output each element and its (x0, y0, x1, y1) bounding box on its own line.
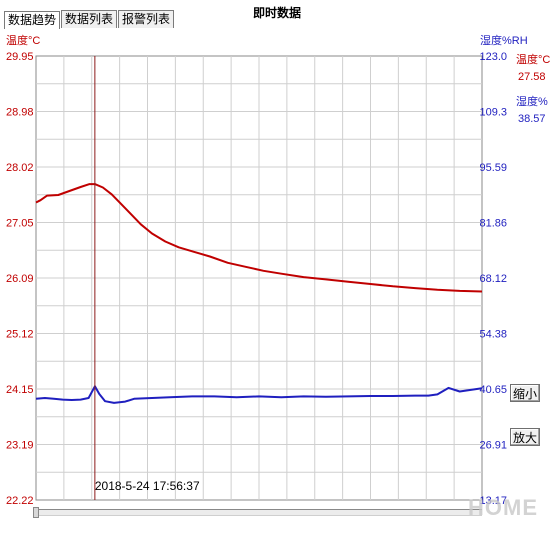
right-tick-label: 40.65 (479, 384, 507, 396)
left-tick-label: 28.02 (6, 162, 34, 174)
legend-value: 38.57 (518, 113, 546, 125)
zoom-in-button[interactable]: 放大 (510, 428, 540, 446)
legend-value: 27.58 (518, 71, 546, 83)
left-tick-label: 24.15 (6, 384, 34, 396)
temperature-series-line (35, 183, 483, 293)
right-tick-label: 81.86 (479, 218, 507, 230)
humidity-series-line (35, 385, 483, 404)
right-tick-label: 95.59 (479, 162, 507, 174)
left-tick-label: 28.98 (6, 107, 34, 119)
scrollbar-thumb[interactable] (33, 507, 39, 518)
watermark-logo: HOME (468, 495, 538, 520)
time-scrollbar[interactable] (33, 507, 482, 518)
zoom-out-button[interactable]: 缩小 (510, 384, 540, 402)
legend-name: 温度°C (516, 52, 550, 66)
left-tick-label: 27.05 (6, 218, 34, 230)
left-axis-title: 温度°C (6, 33, 40, 47)
right-tick-label: 26.91 (479, 440, 507, 452)
legend-name: 湿度% (516, 94, 548, 108)
right-tick-label: 54.38 (479, 329, 507, 341)
tab-data-trend[interactable]: 数据趋势 (4, 11, 61, 29)
cursor-datetime-label: 2018-5-24 17:56:37 (95, 479, 200, 493)
right-tick-label: 109.3 (479, 107, 507, 119)
left-tick-label: 23.19 (6, 440, 34, 452)
right-tick-label: 123.0 (479, 51, 507, 63)
right-axis-title: 湿度%RH (480, 33, 528, 47)
tab-data-list[interactable]: 数据列表 (61, 10, 118, 28)
left-tick-label: 26.09 (6, 273, 34, 285)
window-title: 即时数据 (252, 6, 301, 20)
left-tick-label: 25.12 (6, 329, 34, 341)
right-tick-label: 68.12 (479, 273, 507, 285)
left-tick-label: 22.22 (6, 495, 34, 507)
tab-alarm-list[interactable]: 报警列表 (118, 10, 175, 28)
left-tick-label: 29.95 (6, 51, 34, 63)
right-tick-label: 13.17 (479, 495, 507, 507)
tab-bar: 数据趋势 数据列表 报警列表 (4, 10, 175, 29)
